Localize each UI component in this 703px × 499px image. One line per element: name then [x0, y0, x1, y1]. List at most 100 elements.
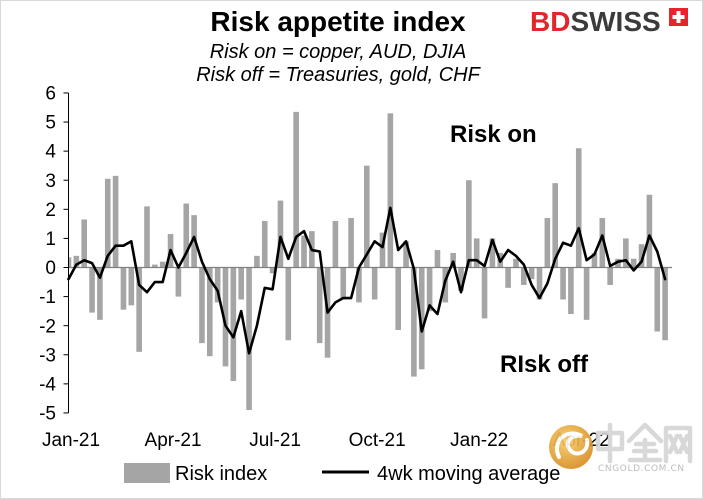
risk-index-bar — [528, 267, 535, 280]
risk-index-bar — [544, 218, 551, 268]
y-tick-label: -5 — [39, 404, 56, 425]
risk-index-bar — [230, 267, 237, 381]
annotation-risk-on: Risk on — [450, 121, 537, 148]
cngold-logo-icon — [549, 425, 593, 469]
risk-index-bar — [254, 255, 260, 268]
risk-index-bar — [144, 206, 150, 268]
risk-index-bar — [630, 258, 637, 268]
risk-index-bar — [340, 267, 347, 300]
risk-index-bar — [128, 267, 135, 306]
risk-index-bar — [332, 220, 339, 268]
risk-index-bar — [638, 244, 645, 268]
legend-entry-risk-index: Risk index — [124, 463, 267, 485]
legend-entry-moving-average: 4wk moving average — [322, 463, 560, 485]
y-tick-label: 6 — [45, 84, 56, 105]
risk-index-bar — [348, 218, 354, 268]
x-tick-label: Jul-21 — [249, 430, 301, 451]
risk-index-bar — [136, 267, 142, 352]
risk-index-bar — [152, 264, 158, 268]
risk-index-bar — [183, 203, 190, 268]
risk-index-bar — [97, 267, 103, 320]
risk-index-bar — [466, 180, 472, 268]
risk-index-bar — [418, 267, 425, 370]
logo-part-swiss: SWISS — [570, 6, 660, 37]
risk-index-bar — [214, 267, 221, 303]
risk-index-bar — [411, 267, 417, 377]
bdswiss-logo: BDSWISS — [530, 6, 688, 37]
risk-index-bar — [81, 219, 87, 268]
moving-average-series — [67, 206, 667, 355]
y-tick-label: 3 — [45, 171, 56, 192]
risk-index-bar — [646, 194, 653, 268]
legend-label-moving-average: 4wk moving average — [377, 463, 560, 485]
risk-index-bar — [371, 267, 378, 300]
moving-average-line — [67, 206, 667, 355]
risk-index-bar — [654, 267, 661, 332]
risk-index-bar — [301, 235, 307, 268]
risk-index-bar — [199, 267, 205, 344]
risk-index-bar — [293, 111, 299, 268]
risk-index-bar — [450, 252, 456, 268]
chart-subtitle-risk-off: Risk off = Treasuries, gold, CHF — [196, 64, 481, 86]
legend-label-risk-index: Risk index — [175, 463, 267, 485]
risk-index-bar — [379, 232, 386, 268]
risk-index-bar — [662, 267, 668, 341]
risk-index-bar — [552, 183, 558, 268]
x-tick-label: Oct-21 — [349, 430, 406, 451]
cngold-domain-text: CNGOLD.COM.CN — [598, 464, 685, 474]
risk-index-bar — [505, 267, 511, 288]
risk-index-bar — [120, 267, 127, 310]
risk-index-bar — [175, 267, 182, 297]
chart-subtitle-risk-on: Risk on = copper, AUD, DJIA — [210, 41, 467, 63]
chart-legend: Risk index 4wk moving average — [124, 463, 560, 485]
risk-index-bar — [261, 220, 268, 268]
y-axis-ticks: 6 5 4 3 2 1 0 -1 -2 -3 -4 -5 — [39, 84, 69, 425]
risk-index-bar — [536, 267, 543, 300]
risk-index-bar — [68, 257, 72, 268]
risk-index-bar — [458, 267, 464, 291]
risk-index-bar — [623, 238, 629, 268]
risk-index-bar — [277, 200, 284, 268]
risk-index-bar — [112, 175, 119, 268]
risk-index-bar — [159, 261, 166, 268]
risk-index-bar — [207, 267, 213, 357]
risk-index-bar — [434, 250, 441, 268]
y-tick-label: 4 — [45, 142, 56, 163]
y-tick-label: 2 — [45, 200, 56, 221]
risk-index-bar — [521, 267, 527, 285]
x-tick-label: Jan-22 — [450, 430, 508, 451]
cngold-wordmark-glyphs — [595, 422, 693, 464]
risk-index-bar — [426, 267, 433, 312]
risk-index-bar — [473, 238, 480, 268]
chart-title: Risk appetite index — [210, 6, 466, 37]
risk-index-bar — [238, 267, 244, 300]
risk-index-bar — [513, 258, 519, 268]
risk-index-bar — [583, 267, 590, 320]
risk-index-bar — [269, 267, 276, 274]
swiss-cross-icon — [669, 8, 688, 26]
bdswiss-logo-text: BDSWISS — [530, 6, 661, 37]
risk-index-bar — [403, 241, 409, 268]
risk-index-bar — [73, 255, 80, 268]
risk-index-bar — [356, 267, 362, 303]
risk-index-bar — [89, 267, 95, 313]
risk-index-bar — [222, 267, 229, 367]
annotation-risk-off: RIsk off — [500, 351, 589, 378]
risk-index-bar — [560, 267, 566, 300]
risk-index-bar — [607, 267, 613, 285]
risk-index-bar — [246, 267, 252, 411]
y-tick-label: -2 — [39, 316, 56, 337]
cngold-watermark: CNGOLD.COM.CN — [549, 422, 693, 474]
risk-index-bar — [387, 113, 394, 268]
y-tick-label: -3 — [39, 345, 56, 366]
x-tick-label: Jan-21 — [42, 430, 100, 451]
risk-index-bar — [481, 267, 488, 319]
risk-index-bar — [395, 267, 401, 331]
y-tick-label: -4 — [39, 374, 56, 395]
logo-part-bd: BD — [530, 6, 570, 37]
risk-index-bar — [316, 267, 323, 344]
risk-index-bar — [568, 267, 574, 315]
risk-index-bar — [489, 238, 496, 268]
x-tick-label: Apr-21 — [145, 430, 202, 451]
